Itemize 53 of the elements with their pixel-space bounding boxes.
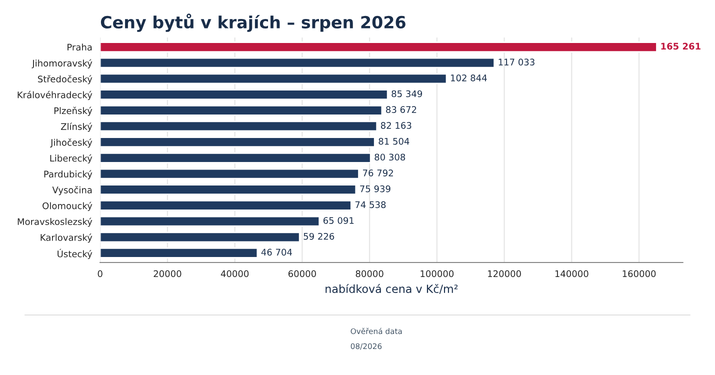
x-tick-label: 160000 — [622, 270, 656, 278]
y-tick-label: Olomoucký — [42, 202, 92, 211]
y-tick-label: Jihočeský — [50, 138, 92, 148]
data-label: 76 792 — [363, 170, 393, 176]
chart-title: Ceny bytů v krajích – srpen 2026 — [100, 14, 406, 32]
data-label: 74 538 — [355, 201, 386, 208]
bar — [100, 57, 496, 68]
y-tick-label: Plzeňský — [54, 106, 92, 116]
x-tick-label: 40000 — [220, 270, 249, 278]
bar — [100, 73, 448, 84]
x-axis-title: nabídková cena v Kč/m² — [326, 284, 458, 294]
bar — [100, 120, 378, 132]
x-tick-label: 60000 — [288, 270, 316, 278]
data-label: 83 672 — [386, 106, 416, 114]
y-tick-label: Moravskoslezský — [18, 218, 92, 227]
data-label: 46 704 — [261, 248, 292, 256]
x-tick-label: 100000 — [420, 270, 454, 278]
bar — [100, 232, 300, 243]
data-label: 81 504 — [378, 138, 410, 145]
y-tick-label: Liberecký — [50, 154, 92, 164]
x-tick-label: 140000 — [555, 270, 588, 278]
x-tick-label: 120000 — [488, 270, 521, 278]
bar — [100, 216, 320, 227]
data-label: 85 349 — [392, 90, 422, 98]
bar — [100, 248, 258, 258]
data-label: 65 091 — [323, 217, 354, 224]
y-tick-label: Pardubický — [44, 170, 92, 180]
y-tick-label: Královéhradecký — [18, 90, 92, 100]
data-label: 82 163 — [380, 122, 412, 129]
y-tick-label: Jihomoravský — [32, 59, 92, 68]
x-tick-label: 0 — [98, 270, 102, 278]
y-tick-label: Středočeský — [38, 75, 92, 84]
data-label: 165 261 — [661, 42, 700, 50]
bar — [100, 184, 357, 196]
y-tick-label: Zlínský — [61, 122, 92, 132]
bar — [100, 136, 376, 148]
bar — [100, 42, 658, 52]
bar — [100, 200, 352, 211]
y-tick-label: Ústecký — [58, 248, 92, 260]
data-label: 80 308 — [374, 154, 406, 161]
data-label: 59 226 — [304, 232, 334, 240]
data-label: 117 033 — [498, 58, 534, 66]
y-tick-label: Praha — [68, 44, 92, 51]
bar — [100, 152, 372, 164]
y-tick-label: Karlovarský — [40, 234, 92, 243]
y-tick-label: Vysočina — [52, 186, 92, 196]
x-tick-label: 80000 — [356, 270, 384, 278]
bar — [100, 89, 388, 100]
bar — [100, 104, 383, 116]
x-tick-label: 20000 — [154, 270, 182, 278]
data-label: 75 939 — [360, 185, 390, 192]
bar — [100, 168, 360, 180]
data-label: 102 844 — [451, 74, 487, 82]
